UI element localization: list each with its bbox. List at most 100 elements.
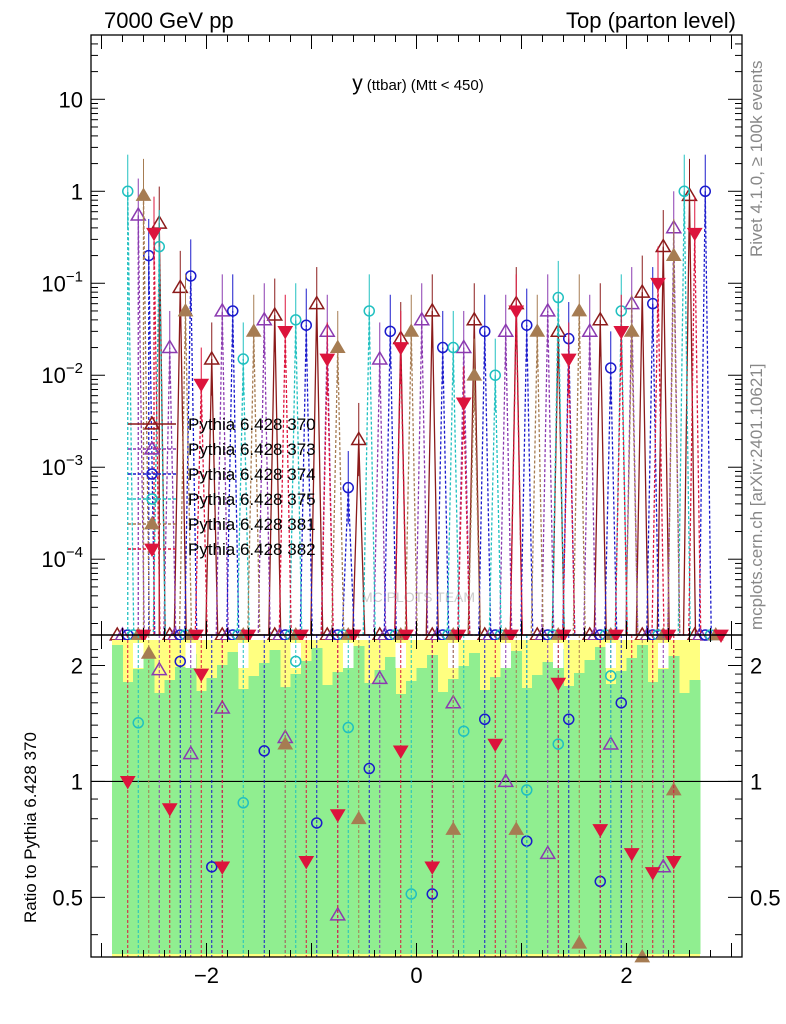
main-point [122, 185, 134, 198]
legend-label: Pythia 6.428 373 [188, 440, 316, 459]
xtick-label: 2 [620, 963, 632, 988]
ratio-point [665, 855, 682, 870]
ratio-ylabel: Ratio to Pythia 6.428 370 [21, 732, 40, 923]
ratio-band-green [584, 660, 596, 954]
legend-marker [144, 516, 160, 530]
main-point [581, 322, 599, 338]
ratio-point [161, 803, 178, 817]
ratio-point [615, 697, 627, 709]
legend: Pythia 6.428 370 Pythia 6.428 373 Pythia 6… [128, 415, 316, 559]
main-point [300, 319, 312, 331]
main-point [177, 302, 194, 317]
main-axis-point [713, 629, 729, 643]
main-series-layer [108, 154, 729, 643]
legend-marker [146, 493, 158, 505]
ratio-point [290, 655, 302, 668]
main-series-5 [135, 196, 729, 643]
ratio-band-green [574, 673, 585, 954]
xtick-label: 0 [410, 963, 422, 988]
ratio-point [623, 848, 640, 862]
ratio-point [392, 745, 409, 759]
main-point [203, 350, 221, 365]
main-axis-point [188, 629, 204, 643]
main-point [650, 277, 666, 292]
ratio-band-layer [91, 640, 742, 957]
main-point [266, 306, 284, 321]
ratio-point [277, 736, 294, 750]
side-label-mcplots: mcplots.cern.ch [arXiv:2401.10621] [747, 364, 766, 630]
ratio-band-green [364, 683, 375, 954]
ratio-point [258, 745, 270, 757]
main-point [529, 323, 546, 337]
ratio-point [665, 782, 682, 796]
main-point [413, 311, 431, 326]
side-label-rivet: Rivet 4.1.0, ≥ 100k events [747, 61, 766, 257]
ratio-point [571, 935, 588, 949]
ratio-ytick-label-left: 0.5 [52, 885, 83, 910]
ratio-band-green [154, 693, 165, 954]
main-point [560, 353, 577, 368]
legend-label: Pythia 6.428 375 [188, 490, 316, 509]
main-point [161, 339, 179, 354]
main-point [329, 339, 346, 353]
main-point [255, 311, 273, 326]
main-point [633, 283, 651, 298]
ratio-band-green [259, 663, 270, 954]
ratio-point [605, 670, 617, 682]
ratio-point [479, 713, 491, 726]
ratio-point [206, 861, 218, 873]
main-axis-point [481, 626, 499, 641]
ratio-series-4 [119, 635, 682, 957]
ratio-point [552, 738, 564, 750]
main-axis-point [503, 629, 519, 643]
main-ytick-label: 10−1 [41, 268, 83, 296]
legend-entry: Pythia 6.428 382 [128, 540, 316, 559]
ratio-band-green [217, 665, 228, 954]
main-point [277, 325, 294, 340]
ratio-band-green [500, 664, 512, 954]
main-point [686, 227, 703, 242]
main-point [521, 319, 533, 331]
ratio-band-green [112, 645, 123, 954]
main-ytick-label: 10−4 [41, 544, 83, 572]
ratio-band-green [469, 653, 480, 954]
ratio-band-green [679, 693, 690, 954]
main-point [129, 206, 147, 221]
ratio-point [563, 713, 575, 726]
main-point [308, 295, 326, 310]
ratio-point [487, 738, 504, 753]
legend-marker [146, 468, 158, 480]
ratio-point [350, 810, 367, 825]
plot-title-rest: (Mtt < 450) [411, 77, 484, 94]
legend-marker [143, 415, 161, 430]
main-series-line-3 [127, 191, 691, 636]
legend-entry: Pythia 6.428 375 [128, 490, 316, 509]
ratio-point [426, 888, 438, 900]
ratio-band-green [605, 684, 617, 954]
main-point [489, 369, 501, 381]
main-point [665, 247, 682, 261]
main-axis-point [691, 626, 709, 641]
main-ytick-label: 10−2 [41, 360, 83, 388]
ratio-point [424, 861, 441, 875]
legend-entry: Pythia 6.428 373 [128, 440, 316, 459]
ratio-point [445, 821, 462, 835]
ratio-point [140, 645, 157, 659]
main-point [508, 305, 525, 319]
main-axis-point [608, 629, 624, 643]
main-point [539, 302, 557, 317]
main-point [363, 305, 375, 317]
ratio-band-green [532, 675, 543, 954]
main-point [605, 362, 617, 374]
legend-label: Pythia 6.428 381 [188, 515, 316, 534]
ratio-point [405, 888, 417, 900]
main-point [571, 302, 588, 317]
main-ytick-label: 10−3 [41, 452, 83, 480]
ratio-band-green [269, 650, 281, 954]
main-point [290, 314, 302, 326]
xtick-label: −2 [194, 963, 219, 988]
main-point [342, 481, 354, 494]
main-point [678, 185, 690, 198]
ratio-series-3 [140, 635, 682, 963]
ratio-point [550, 677, 567, 692]
